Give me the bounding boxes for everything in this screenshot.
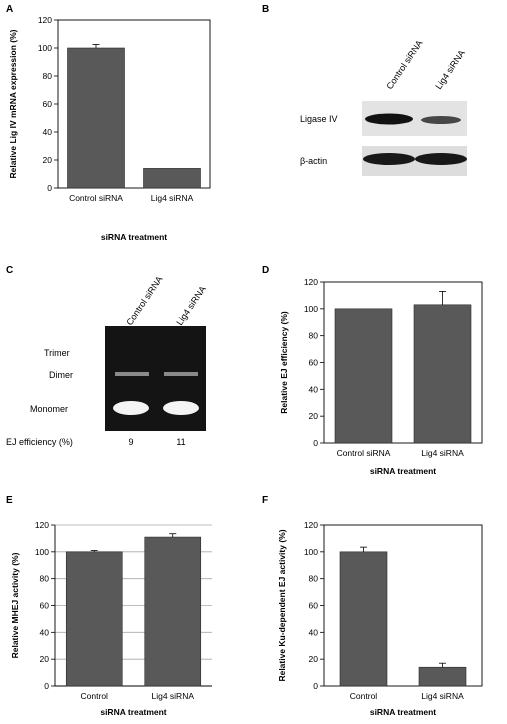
- x-tick-label: Control: [81, 691, 109, 701]
- blot-band-actin-control: [363, 153, 415, 165]
- y-tick-label: 60: [309, 358, 319, 368]
- bar-control: [339, 551, 388, 687]
- panel-letter-d: D: [262, 265, 269, 276]
- blot-lane-label-lig4: Lig4 siRNA: [433, 48, 466, 91]
- y-axis-title: Relative Ku-dependent EJ activity (%): [277, 529, 287, 681]
- gel-band-monomer-control: [113, 401, 149, 415]
- panel-letter-a: A: [6, 4, 13, 15]
- bar-lig4: [413, 304, 472, 444]
- gel-lane-label-lig4: Lig4 siRNA: [174, 284, 207, 327]
- y-tick-label: 100: [304, 304, 318, 314]
- ej-efficiency-value-control: 9: [128, 437, 133, 447]
- y-tick-label: 100: [38, 43, 52, 53]
- y-tick-label: 20: [43, 155, 53, 165]
- y-tick-label: 100: [304, 547, 318, 557]
- chart-panel-f: F 0 20 40 60 80 100 120 Control Lig4 siRNA siRNA t…: [262, 495, 483, 717]
- y-tick-label: 60: [43, 99, 53, 109]
- x-axis-title: siRNA treatment: [370, 707, 436, 717]
- x-tick-label: Lig4 siRNA: [151, 193, 194, 203]
- gel-image: [105, 326, 206, 431]
- y-tick-label: 80: [309, 574, 319, 584]
- y-tick-label: 120: [38, 15, 52, 25]
- panel-letter-b: B: [262, 4, 269, 15]
- gel-band-label-monomer: Monomer: [30, 404, 68, 414]
- y-tick-label: 0: [313, 438, 318, 448]
- western-blot-panel: B Control siRNA Lig4 siRNA Ligase IV β-a…: [262, 4, 467, 176]
- bar-lig4: [144, 536, 202, 687]
- ej-efficiency-value-lig4: 11: [176, 437, 185, 447]
- panel-letter-c: C: [6, 265, 13, 276]
- y-tick-label: 80: [40, 574, 50, 584]
- x-tick-label: Lig4 siRNA: [151, 691, 194, 701]
- gel-band-label-trimer: Trimer: [44, 348, 70, 358]
- y-tick-label: 60: [309, 601, 319, 611]
- bar-control: [65, 551, 123, 687]
- blot-row-label-ligase-iv: Ligase IV: [300, 114, 338, 124]
- y-tick-label: 100: [35, 547, 49, 557]
- y-tick-label: 0: [44, 681, 49, 691]
- y-tick-label: 120: [35, 520, 49, 530]
- x-tick-label: Control: [350, 691, 378, 701]
- y-axis-title: Relative EJ efficiency (%): [279, 311, 289, 414]
- panel-letter-e: E: [6, 495, 13, 506]
- y-tick-label: 120: [304, 520, 318, 530]
- x-axis-title: siRNA treatment: [370, 466, 436, 476]
- x-tick-label: Lig4 siRNA: [421, 448, 464, 458]
- gel-band-dimer-lig4: [164, 372, 198, 376]
- y-tick-label: 40: [309, 384, 319, 394]
- y-tick-label: 20: [40, 654, 50, 664]
- blot-band-actin-lig4: [415, 153, 467, 165]
- y-tick-label: 20: [309, 654, 319, 664]
- x-axis-title: siRNA treatment: [101, 232, 167, 242]
- blot-row-label-beta-actin: β-actin: [300, 156, 327, 166]
- panel-letter-f: F: [262, 495, 268, 506]
- x-tick-label: Control siRNA: [337, 448, 391, 458]
- y-tick-label: 80: [309, 331, 319, 341]
- y-tick-label: 0: [47, 183, 52, 193]
- y-axis-title: Relative MHEJ activity (%): [10, 552, 20, 658]
- y-tick-label: 120: [304, 277, 318, 287]
- y-tick-label: 0: [313, 681, 318, 691]
- y-tick-label: 20: [309, 411, 319, 421]
- bar-control: [334, 308, 393, 444]
- gel-lane-label-control: Control siRNA: [124, 274, 164, 327]
- x-tick-label: Control siRNA: [69, 193, 123, 203]
- blot-band-ligase-iv-lig4: [421, 116, 461, 124]
- chart-panel-e: E 0 20 40 60 80 100 120 Control Lig4 siRNA siRNA t…: [6, 495, 212, 717]
- gel-band-monomer-lig4: [163, 401, 199, 415]
- y-tick-label: 40: [43, 127, 53, 137]
- y-tick-label: 60: [40, 601, 50, 611]
- y-tick-label: 80: [43, 71, 53, 81]
- x-tick-label: Lig4 siRNA: [421, 691, 464, 701]
- y-tick-label: 40: [40, 627, 50, 637]
- chart-panel-d: D 0 20 40 60 80 100 120 Control siRNA Lig4 siRNA s…: [262, 265, 483, 476]
- x-axis-title: siRNA treatment: [100, 707, 166, 717]
- bar-control: [67, 47, 125, 189]
- bar-lig4: [418, 666, 467, 687]
- blot-band-ligase-iv-control: [365, 113, 413, 125]
- gel-panel: C Control siRNA Lig4 siRNA Trimer Dimer …: [6, 265, 208, 447]
- blot-lane-label-control: Control siRNA: [384, 38, 424, 91]
- y-tick-label: 40: [309, 627, 319, 637]
- y-axis-title: Relative Lig IV mRNA expression (%): [8, 29, 18, 178]
- chart-panel-a: A 0 20 40 60 80 100 120 Control siRNA Lig4 siRNA s…: [6, 4, 211, 242]
- bar-lig4: [143, 168, 201, 189]
- gel-band-label-dimer: Dimer: [49, 370, 73, 380]
- gel-band-dimer-control: [115, 372, 149, 376]
- ej-efficiency-label: EJ efficiency (%): [6, 437, 73, 447]
